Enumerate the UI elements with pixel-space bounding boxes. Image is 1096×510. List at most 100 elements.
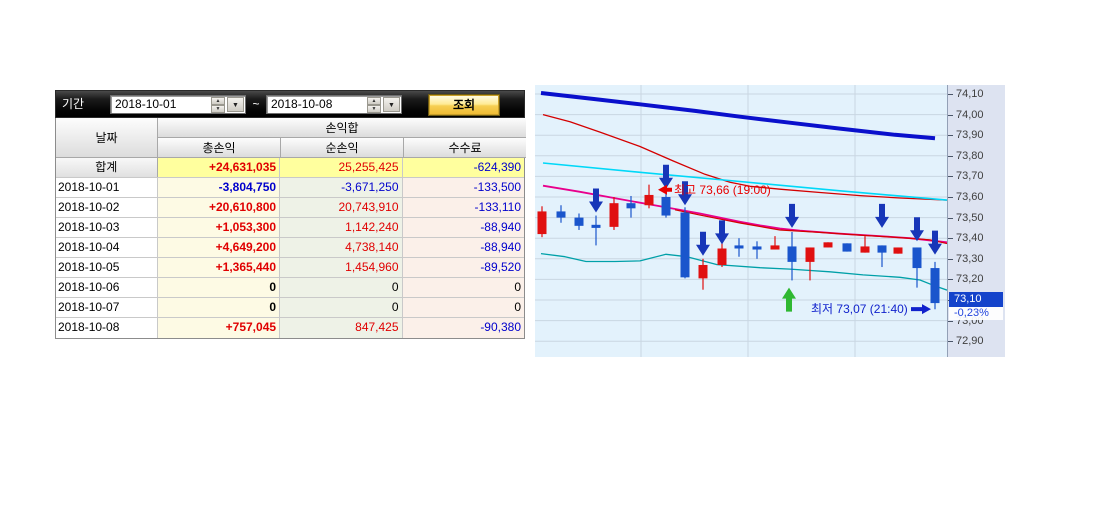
buy-signal-arrow-icon — [782, 287, 796, 312]
row-date: 합계 — [56, 158, 158, 177]
axis-tick — [948, 94, 953, 95]
row-net-pnl: 0 — [280, 298, 403, 317]
pnl-panel: 기간 2018-10-01 ▲ ▼ ▼ ~ 2018-10-08 ▲ ▼ — [55, 90, 526, 339]
candle-body — [787, 246, 797, 262]
chevron-down-icon: ▼ — [232, 102, 239, 109]
table-row[interactable]: 2018-10-04 +4,649,200 4,738,140 -88,940 — [56, 238, 525, 258]
row-total-pnl: +757,045 — [157, 318, 281, 338]
axis-label: 73,80 — [956, 149, 984, 162]
table-header: 날짜 손익합 총손익 순손익 수수료 — [56, 118, 526, 158]
axis-tick — [948, 320, 953, 322]
row-net-pnl: 4,738,140 — [280, 238, 403, 257]
axis-label: 73,30 — [956, 252, 984, 265]
axis-tick — [948, 135, 953, 137]
axis-tick — [948, 258, 953, 260]
date-from-input[interactable]: 2018-10-01 ▲ ▼ ▼ — [110, 95, 246, 114]
high-annotation: 최고 73,66 (19:00) — [674, 183, 771, 197]
row-date: 2018-10-08 — [56, 318, 158, 338]
table-row[interactable]: 2018-10-05 +1,365,440 1,454,960 -89,520 — [56, 258, 525, 278]
candle-body — [626, 203, 636, 209]
sell-signal-arrow-icon — [678, 181, 692, 206]
date-to-dropdown-button[interactable]: ▼ — [383, 97, 400, 112]
candle-body — [770, 245, 780, 250]
table-row[interactable]: 2018-10-06 0 0 0 — [56, 278, 525, 298]
row-net-pnl: 20,743,910 — [280, 198, 403, 217]
row-date: 2018-10-02 — [56, 198, 158, 217]
row-fee: -90,380 — [402, 318, 525, 338]
range-separator: ~ — [252, 97, 260, 111]
candlestick-chart[interactable]: 최고 73,66 (19:00) 최저 73,07 (21:40) — [535, 85, 947, 357]
header-date: 날짜 — [56, 118, 158, 158]
ma-short-red-line — [674, 209, 947, 245]
row-date: 2018-10-04 — [56, 238, 158, 257]
row-date: 2018-10-01 — [56, 178, 158, 197]
spin-down-icon[interactable]: ▼ — [367, 105, 381, 113]
row-fee: -88,940 — [402, 238, 525, 257]
search-button[interactable]: 조회 — [429, 95, 499, 115]
candle-body — [823, 242, 833, 248]
row-fee: -133,110 — [402, 198, 525, 217]
candle-body — [537, 211, 547, 235]
date-to-input[interactable]: 2018-10-08 ▲ ▼ ▼ — [266, 95, 402, 114]
axis-tick — [948, 217, 953, 219]
ma-cyan-line — [542, 162, 947, 201]
candle-body — [680, 212, 690, 278]
axis-tick — [948, 176, 953, 178]
ma-thick-blue-line — [540, 91, 936, 141]
sell-signal-arrow-icon — [785, 203, 799, 228]
axis-label: 73,50 — [956, 211, 984, 224]
spin-up-icon[interactable]: ▲ — [211, 97, 225, 105]
row-date: 2018-10-06 — [56, 278, 158, 297]
axis-label: 73,40 — [956, 232, 984, 245]
sell-signal-arrow-icon — [928, 230, 942, 255]
date-to-spinner[interactable]: ▲ ▼ — [367, 97, 381, 113]
date-from-dropdown-button[interactable]: ▼ — [227, 97, 244, 112]
candle-body — [805, 247, 815, 262]
row-fee: 0 — [402, 298, 525, 317]
axis-tick — [948, 155, 953, 157]
axis-tick — [948, 341, 953, 343]
candle-body — [893, 247, 903, 254]
sell-signal-arrow-icon — [875, 203, 889, 228]
axis-label: 72,90 — [956, 335, 984, 348]
axis-label: 73,60 — [956, 191, 984, 203]
table-row[interactable]: 2018-10-01 -3,804,750 -3,671,250 -133,500 — [56, 178, 525, 198]
table-row[interactable]: 2018-10-02 +20,610,800 20,743,910 -133,110 — [56, 198, 525, 218]
row-net-pnl: 25,255,425 — [280, 158, 403, 177]
sell-signal-arrow-icon — [659, 164, 673, 189]
price-axis: 74,10 74,00 73,90 73,80 73,70 73,60 73,50 73,40… — [947, 85, 1005, 357]
header-total: 총손익 — [158, 138, 281, 158]
candle-body — [609, 203, 619, 227]
header-net: 순손익 — [281, 138, 404, 158]
sell-signal-arrow-icon — [715, 220, 729, 245]
row-date: 2018-10-05 — [56, 258, 158, 277]
candle-body — [877, 245, 887, 253]
axis-tick — [948, 279, 953, 281]
row-fee: -624,390 — [402, 158, 525, 177]
axis-label: 73,00 — [956, 314, 984, 327]
header-group: 손익합 — [158, 118, 526, 138]
price-change-label: -0,23% — [949, 307, 1003, 320]
row-net-pnl: -3,671,250 — [280, 178, 403, 197]
spin-up-icon[interactable]: ▲ — [367, 97, 381, 105]
row-net-pnl: 1,142,240 — [280, 218, 403, 237]
period-toolbar: 기간 2018-10-01 ▲ ▼ ▼ ~ 2018-10-08 ▲ ▼ — [55, 90, 525, 118]
candle-body — [661, 197, 671, 216]
candle-body — [644, 194, 654, 206]
spin-down-icon[interactable]: ▼ — [211, 105, 225, 113]
candle-body — [912, 247, 922, 269]
table-row[interactable]: 2018-10-03 +1,053,300 1,142,240 -88,940 — [56, 218, 525, 238]
date-from-spinner[interactable]: ▲ ▼ — [211, 97, 225, 113]
table-row[interactable]: 합계 +24,631,035 25,255,425 -624,390 — [56, 158, 525, 178]
table-row[interactable]: 2018-10-07 0 0 0 — [56, 298, 525, 318]
ma-teal-line — [540, 252, 947, 291]
sell-signal-arrow-icon — [589, 188, 603, 213]
low-arrow-icon — [911, 304, 931, 315]
table-row[interactable]: 2018-10-08 +757,045 847,425 -90,380 — [56, 318, 525, 338]
axis-tick — [948, 197, 953, 198]
date-to-value[interactable]: 2018-10-08 — [271, 97, 333, 111]
row-total-pnl: -3,804,750 — [157, 178, 281, 197]
row-fee: -133,500 — [402, 178, 525, 197]
date-from-value[interactable]: 2018-10-01 — [115, 97, 177, 111]
candle-body — [734, 245, 744, 249]
